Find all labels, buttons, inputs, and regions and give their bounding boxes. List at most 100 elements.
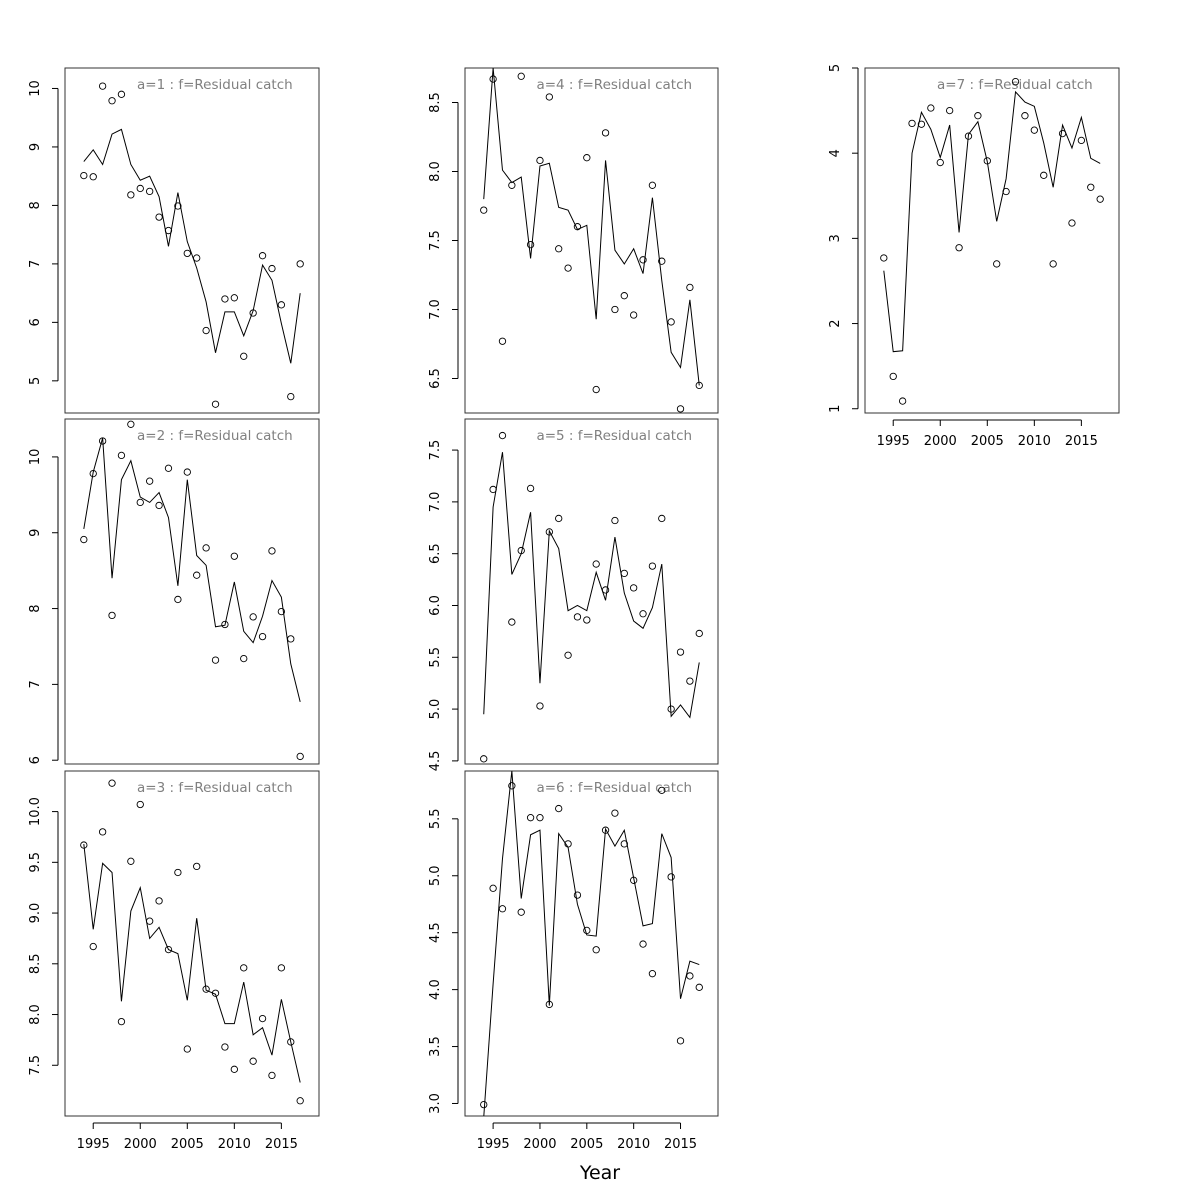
y-tick-label: 9 — [28, 529, 43, 537]
observed-point — [564, 264, 572, 272]
observed-point — [583, 154, 591, 162]
observed-point — [536, 156, 544, 165]
observed-point — [648, 562, 657, 570]
observed-point — [1077, 136, 1086, 145]
observed-point — [498, 337, 507, 345]
observed-point — [592, 385, 600, 394]
observed-point — [889, 372, 897, 381]
y-tick-label: 5.0 — [428, 699, 443, 720]
observed-point — [573, 613, 582, 621]
observed-point — [639, 610, 647, 618]
panel-title: a=2 : f=Residual catch — [137, 428, 293, 444]
y-axis: 5 6 7 8 9 10 — [28, 80, 59, 385]
observed-point — [526, 240, 535, 249]
observed-point — [277, 964, 286, 972]
observed-point — [955, 244, 963, 252]
y-tick-label: 7.0 — [428, 492, 443, 513]
y-tick-label: 7.5 — [428, 230, 443, 251]
observed-point — [211, 400, 220, 408]
observed-point — [287, 635, 295, 643]
observed-point — [601, 826, 610, 834]
observed-point — [1049, 260, 1057, 268]
observed-point — [202, 326, 210, 335]
fitted-line — [883, 90, 1101, 353]
observed-point — [108, 97, 116, 105]
observed-point — [927, 104, 935, 112]
observed-point — [573, 223, 582, 231]
observed-point — [249, 309, 257, 317]
observed-point — [80, 841, 88, 849]
observed-point — [89, 173, 97, 181]
observed-point — [695, 381, 703, 390]
y-tick-label: 9 — [28, 143, 43, 151]
observed-point — [1040, 171, 1048, 179]
panel-title: a=3 : f=Residual catch — [137, 780, 293, 796]
observed-point — [620, 569, 628, 578]
observed-point — [695, 983, 703, 991]
observed-point — [1068, 219, 1076, 227]
x-tick-label: 2005 — [971, 434, 1004, 449]
y-axis: 4.5 5.0 5.5 6.0 6.5 7.0 7.5 — [428, 440, 459, 771]
x-tick-label: 2010 — [1018, 434, 1051, 449]
y-tick-label: 6 — [28, 318, 43, 326]
y-tick-label: 8 — [28, 201, 43, 209]
fitted-line — [83, 437, 301, 702]
observed-point — [164, 464, 173, 472]
observed-point — [695, 629, 703, 638]
observed-point — [583, 616, 591, 624]
observed-point — [127, 857, 135, 865]
observed-point — [211, 656, 220, 664]
observed-point — [202, 985, 210, 993]
x-tick-label: 2005 — [171, 1137, 204, 1152]
observed-point — [620, 292, 628, 300]
y-axis: 3.0 3.5 4.0 4.5 5.0 5.5 — [428, 808, 459, 1114]
plot-frame — [464, 770, 719, 1117]
observed-point — [98, 82, 107, 90]
observed-point — [964, 132, 973, 140]
panel-title: a=1 : f=Residual catch — [137, 77, 293, 93]
observed-point — [686, 677, 694, 685]
observed-point — [193, 571, 201, 579]
observed-point — [620, 840, 628, 848]
observed-point — [498, 431, 507, 440]
plot-data — [80, 420, 304, 761]
observed-point — [545, 528, 553, 536]
y-tick-label: 3 — [828, 234, 843, 242]
x-axis: 1995 2000 2005 2010 2015 — [77, 1122, 298, 1152]
observed-point — [639, 256, 647, 264]
observed-point — [277, 301, 286, 309]
observed-point — [183, 249, 191, 258]
observed-point — [611, 809, 619, 817]
plot-frame — [64, 67, 320, 414]
observed-point — [98, 828, 107, 836]
observed-point — [648, 970, 657, 978]
observed-point — [686, 283, 694, 292]
x-axis: 1995 2000 2005 2010 2015 — [477, 1122, 697, 1152]
observed-point — [508, 181, 516, 189]
observed-point — [946, 106, 954, 115]
observed-point — [155, 501, 163, 510]
y-tick-label: 8.0 — [28, 1004, 43, 1025]
observed-point — [611, 305, 619, 314]
observed-point — [193, 862, 201, 871]
observed-point — [1058, 129, 1067, 138]
fitted-line — [483, 452, 700, 719]
y-tick-label: 9.5 — [28, 852, 43, 873]
y-tick-label: 8 — [28, 604, 43, 612]
observed-point — [676, 405, 685, 413]
panel-title: a=5 : f=Residual catch — [536, 428, 692, 444]
observed-point — [880, 254, 888, 262]
observed-point — [268, 1071, 276, 1080]
observed-point — [489, 884, 497, 892]
observed-point — [127, 191, 135, 199]
observed-point — [240, 352, 248, 360]
x-tick-label: 2010 — [617, 1137, 650, 1152]
x-axis: 1995 2000 2005 2010 2015 — [877, 419, 1098, 449]
observed-point — [592, 560, 600, 568]
observed-point — [648, 181, 657, 189]
plot-frame — [464, 67, 719, 414]
